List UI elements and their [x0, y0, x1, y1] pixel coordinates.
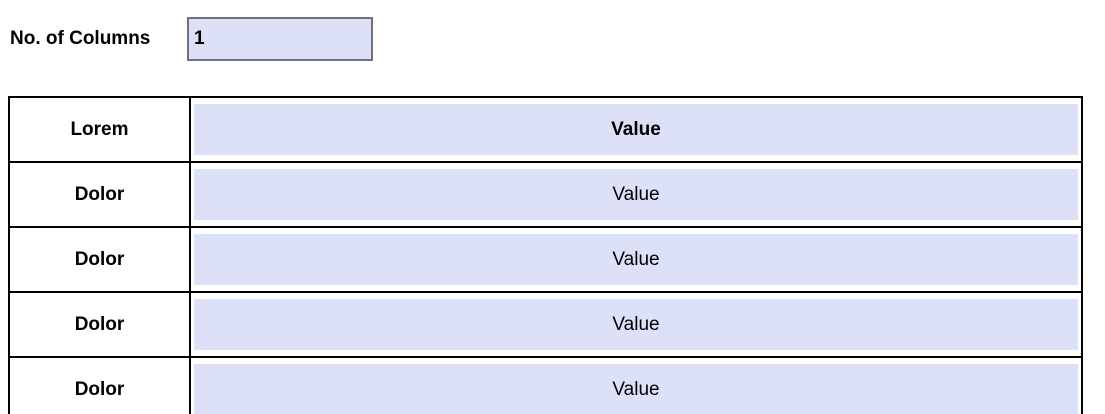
header-value-cell [189, 96, 1083, 163]
table-header-row: Lorem [8, 96, 1083, 163]
row-value-field[interactable] [194, 299, 1078, 350]
columns-form-row: No. of Columns [10, 17, 373, 61]
row-value-field[interactable] [194, 169, 1078, 220]
table-row: Dolor [8, 226, 1083, 293]
columns-input[interactable] [187, 17, 373, 61]
data-table: Lorem Dolor Dolor Dolor Dolor [8, 96, 1083, 414]
row-value-cell [189, 291, 1083, 358]
row-value-field[interactable] [194, 364, 1078, 414]
row-label-cell: Dolor [8, 356, 191, 414]
header-value-field[interactable] [194, 104, 1078, 155]
table-row: Dolor [8, 161, 1083, 228]
table-row: Dolor [8, 356, 1083, 414]
header-label-cell: Lorem [8, 96, 191, 163]
row-value-cell [189, 226, 1083, 293]
row-value-field[interactable] [194, 234, 1078, 285]
row-label-cell: Dolor [8, 291, 191, 358]
row-value-cell [189, 161, 1083, 228]
columns-label: No. of Columns [10, 28, 151, 49]
row-value-cell [189, 356, 1083, 414]
table-row: Dolor [8, 291, 1083, 358]
row-label-cell: Dolor [8, 161, 191, 228]
row-label-cell: Dolor [8, 226, 191, 293]
